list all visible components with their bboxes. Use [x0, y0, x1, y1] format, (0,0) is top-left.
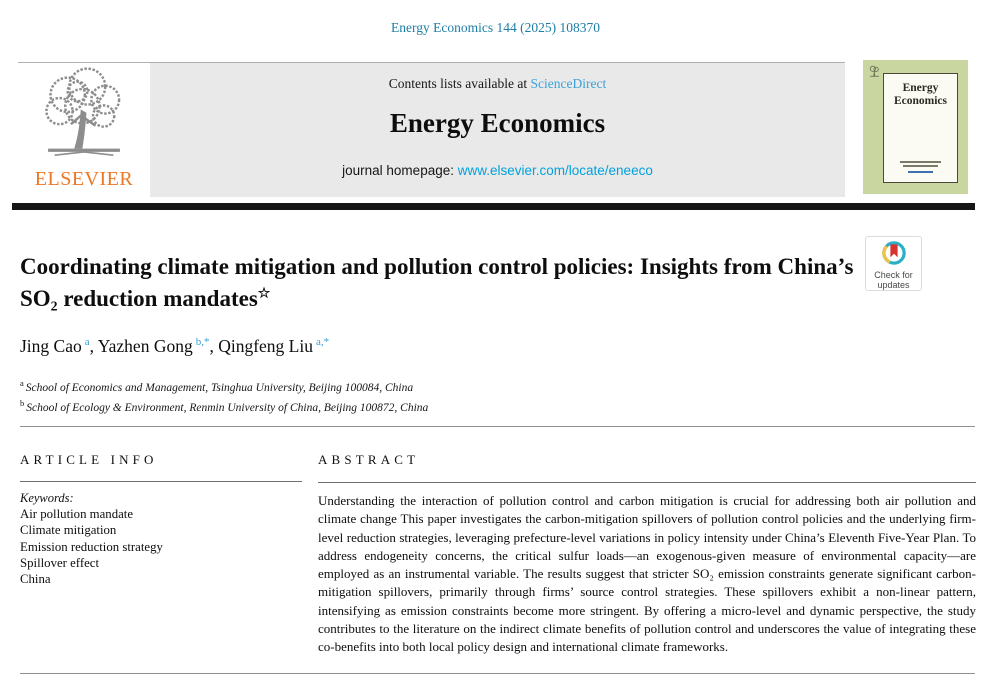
author-affiliation-sup[interactable]: b,*: [195, 336, 210, 349]
contents-line-prefix: Contents lists available at: [388, 76, 531, 91]
author-name: Yazhen Gong: [97, 336, 193, 356]
journal-citation-link[interactable]: Energy Economics 144 (2025) 108370: [391, 20, 600, 35]
article-info-column: ARTICLE INFO Keywords: Air pollution man…: [20, 452, 302, 587]
abstract-heading: ABSTRACT: [318, 452, 420, 467]
footer-rule: [20, 673, 975, 674]
keyword: Emission reduction strategy: [20, 539, 163, 554]
author: Yazhen Gong b,*,: [98, 336, 218, 356]
title-footnote-star[interactable]: ☆: [257, 286, 271, 302]
keyword: Air pollution mandate: [20, 507, 134, 521]
elsevier-logo[interactable]: ELSEVIER: [18, 63, 150, 197]
cover-fineprint: [884, 159, 957, 173]
homepage-link[interactable]: www.elsevier.com/locate/eneeco: [457, 163, 653, 178]
affiliation-sup: a: [20, 378, 24, 388]
affiliation-text: School of Ecology & Environment, Renmin …: [26, 401, 429, 414]
masthead-top-rule: [18, 62, 845, 63]
check-for-updates-badge[interactable]: Check for updates: [865, 236, 922, 291]
article-info-heading: ARTICLE INFO: [20, 452, 158, 467]
abstract-heading-rule: [318, 482, 976, 483]
author-list: Jing Cao a, Yazhen Gong b,*, Qingfeng Liu a…: [20, 336, 329, 357]
keywords-label: Keywords:: [20, 491, 74, 505]
keyword: China: [20, 572, 51, 586]
abstract-text: Understanding the interaction of polluti…: [318, 493, 976, 655]
contents-line: Contents lists available at ScienceDirec…: [150, 76, 845, 92]
author-separator: ,: [89, 336, 98, 356]
affiliation-list: a School of Economics and Management, Tsi…: [20, 377, 428, 417]
homepage-prefix: journal homepage:: [342, 163, 458, 178]
cover-tree-icon: [869, 65, 879, 77]
crossmark-icon: [881, 241, 906, 265]
article-title-text: Coordinating climate mitigation and poll…: [20, 254, 854, 311]
journal-title: Energy Economics: [389, 108, 606, 138]
section-divider-rule: [20, 426, 975, 427]
affiliation-text: School of Economics and Management, Tsin…: [25, 381, 414, 394]
author: Qingfeng Liu a,*: [218, 336, 329, 356]
journal-banner: Contents lists available at ScienceDirec…: [150, 63, 845, 197]
journal-cover-thumbnail[interactable]: Energy Economics: [863, 60, 968, 194]
homepage-line: journal homepage: www.elsevier.com/locat…: [150, 163, 845, 178]
elsevier-tree-icon: [45, 67, 121, 157]
cover-frame: Energy Economics: [883, 73, 958, 183]
article-title: Coordinating climate mitigation and poll…: [20, 251, 855, 314]
keyword: Spillover effect: [20, 555, 100, 570]
author-affiliation-sup[interactable]: a,*: [315, 336, 330, 349]
publisher-name: ELSEVIER: [34, 168, 134, 190]
author: Jing Cao a,: [20, 336, 98, 356]
badge-label: Check for updates: [874, 270, 913, 291]
sciencedirect-link[interactable]: ScienceDirect: [530, 76, 607, 91]
article-info-heading-rule: [20, 481, 302, 482]
author-separator: ,: [209, 336, 219, 356]
affiliation-sup: b: [20, 398, 25, 409]
author-name: Jing Cao: [20, 336, 82, 356]
cover-journal-title: Energy Economics: [893, 82, 948, 108]
abstract-column: ABSTRACT Understanding the interaction o…: [318, 452, 976, 657]
author-affiliation-sup[interactable]: a: [84, 336, 90, 349]
masthead-divider-bar: [12, 203, 975, 210]
affiliation: b School of Ecology & Environment, Renmin…: [20, 397, 428, 417]
affiliation: a School of Economics and Management, Tsi…: [20, 377, 428, 397]
author-name: Qingfeng Liu: [218, 336, 313, 356]
keyword: Climate mitigation: [20, 523, 117, 538]
